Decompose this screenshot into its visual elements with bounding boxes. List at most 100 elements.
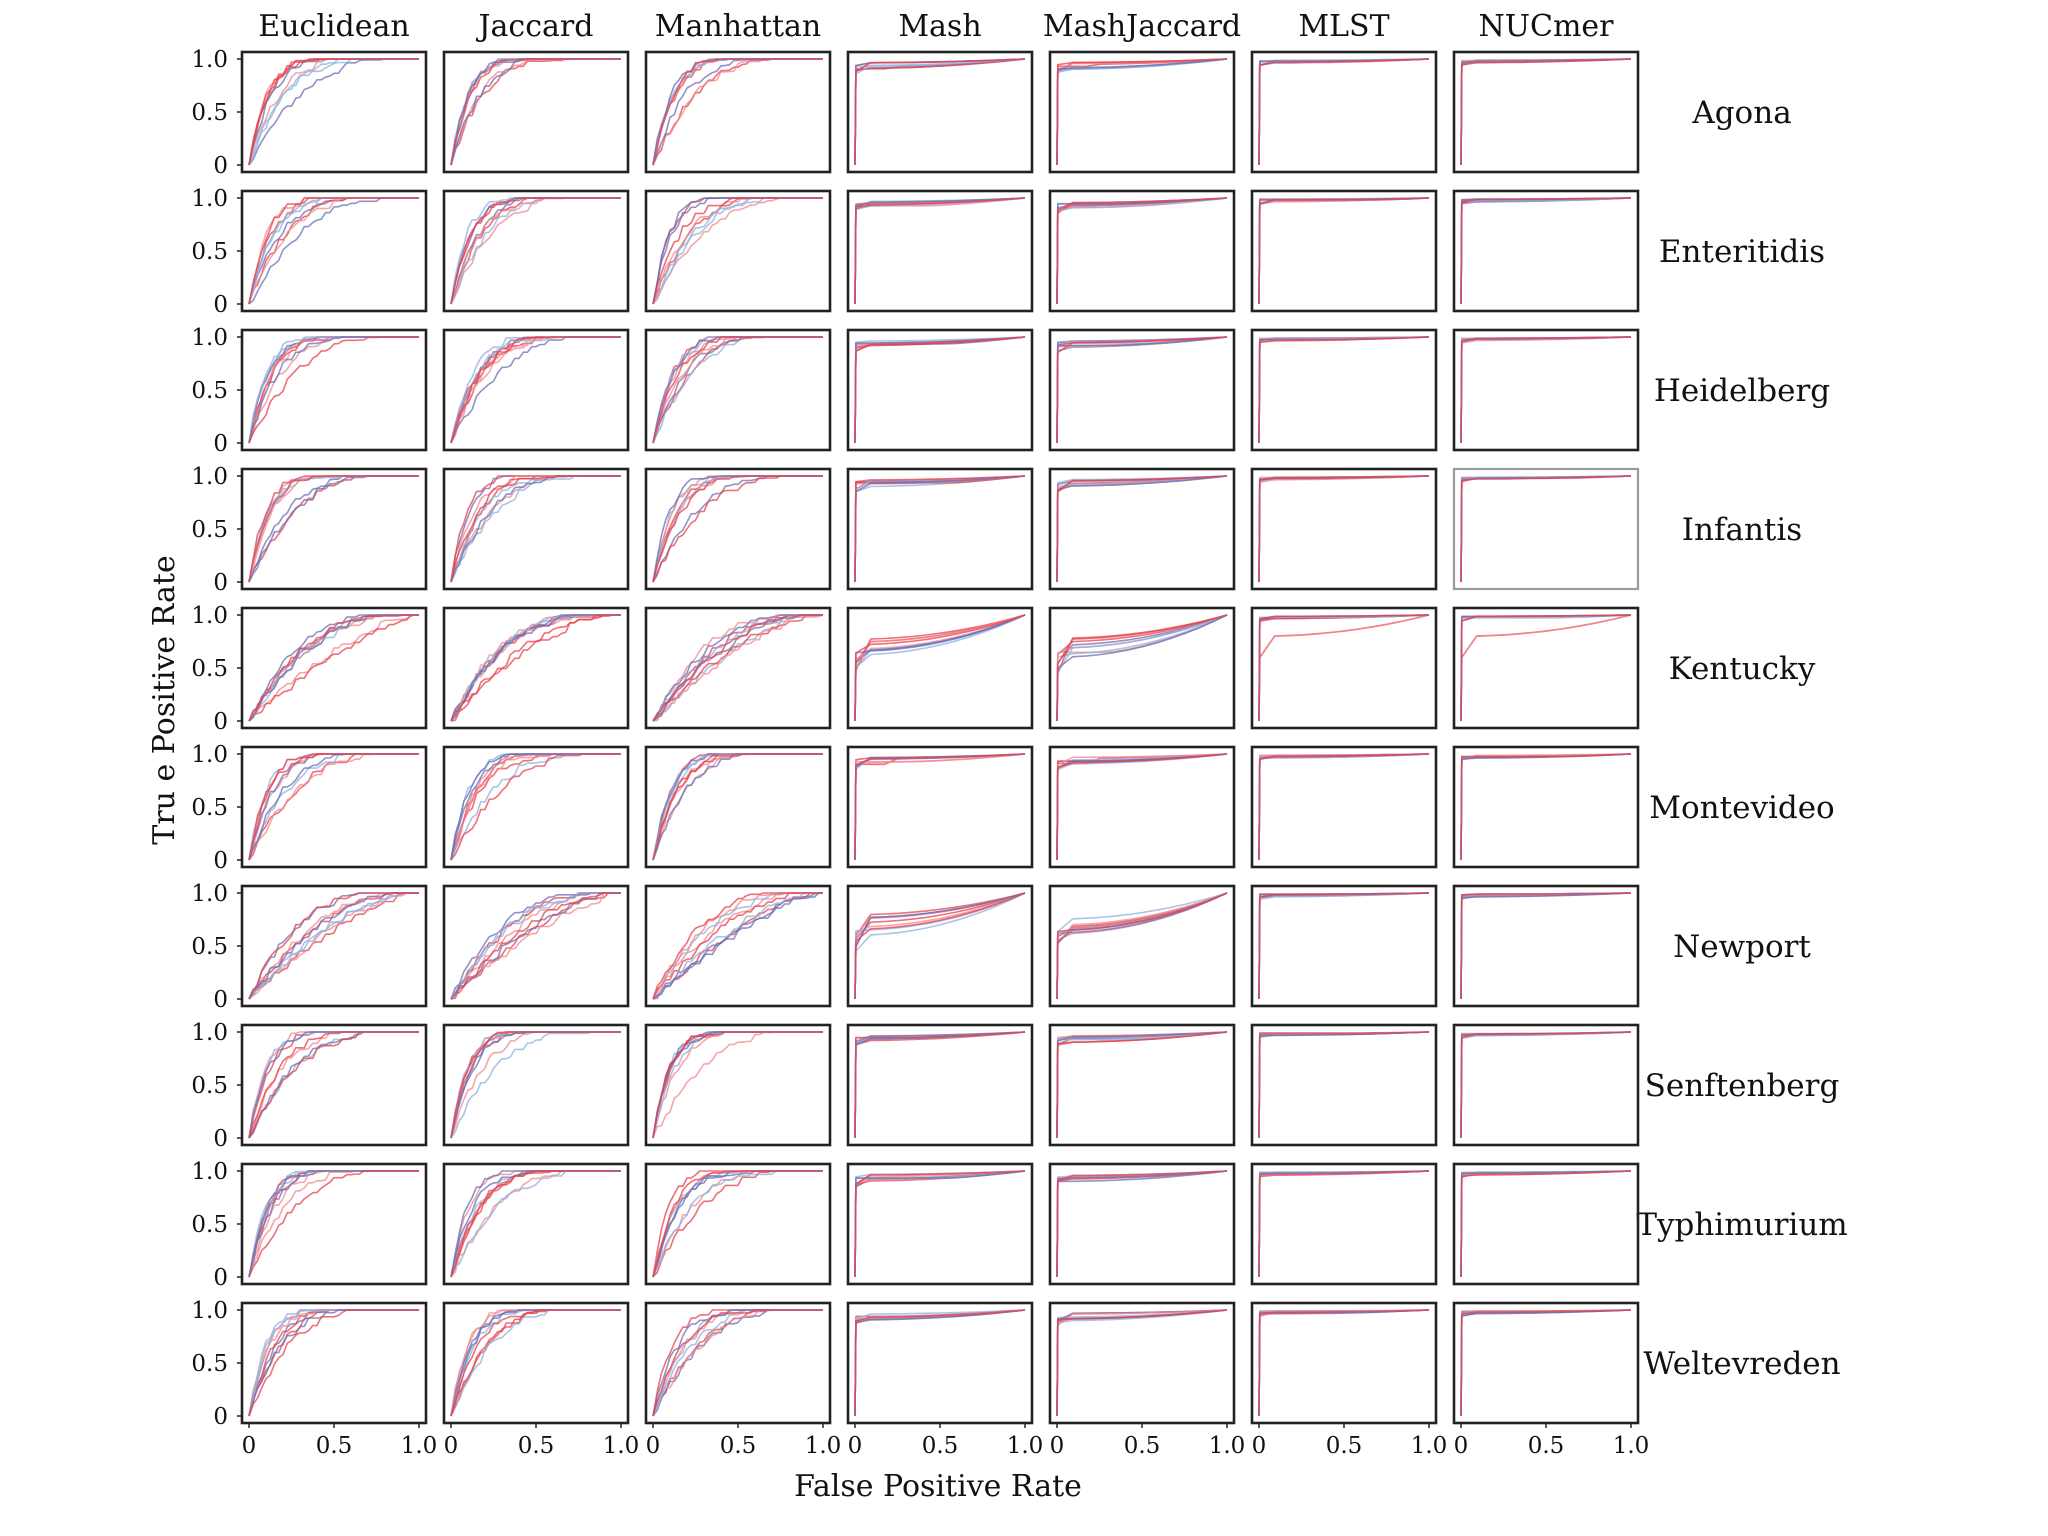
roc-curve (1460, 475, 1632, 583)
roc-curve (1056, 1309, 1228, 1417)
roc-curve (1258, 753, 1430, 861)
roc-curve (1258, 1170, 1430, 1278)
panel-typhimurium-mashjaccard (1048, 1162, 1236, 1286)
roc-curve (652, 475, 823, 583)
panel-montevideo-mash (846, 745, 1034, 869)
panel-heidelberg-euclidean (240, 328, 428, 452)
roc-curve (1056, 614, 1228, 722)
roc-curve (1460, 753, 1632, 861)
panel-frame (1250, 1162, 1438, 1286)
roc-curve (248, 1309, 419, 1417)
roc-curve (1056, 1309, 1228, 1417)
roc-curve (854, 475, 1026, 583)
roc-curve (1056, 197, 1228, 305)
roc-curve (1056, 336, 1228, 444)
roc-curve (1258, 475, 1430, 583)
roc-curve (1258, 197, 1430, 305)
roc-curve (1056, 614, 1228, 722)
roc-curve (854, 753, 1026, 861)
panel-frame (1250, 328, 1438, 452)
roc-curve (854, 336, 1026, 444)
roc-curve (1258, 197, 1430, 305)
panel-enteritidis-euclidean (240, 189, 428, 313)
roc-curve (854, 892, 1026, 1000)
roc-curve (1258, 1031, 1430, 1139)
roc-curve (652, 753, 823, 861)
y-axis-title: Tru e Positive Rate (147, 555, 182, 844)
panel-frame (1048, 745, 1236, 869)
y-tick-label: 1.0 (191, 603, 228, 629)
roc-curve (854, 1031, 1026, 1139)
roc-curve (1258, 1170, 1430, 1278)
roc-curve (450, 58, 621, 166)
roc-curve (248, 892, 419, 1000)
roc-curve (1056, 1170, 1228, 1278)
roc-curve (1056, 197, 1228, 305)
panel-newport-jaccard (442, 884, 630, 1008)
roc-curve (652, 614, 823, 722)
panel-frame (1452, 1301, 1640, 1425)
panel-senftenberg-manhattan (644, 1023, 832, 1147)
roc-curve (1258, 892, 1430, 1000)
roc-curve (1056, 1031, 1228, 1139)
panel-senftenberg-mlst (1250, 1023, 1438, 1147)
roc-curve (1460, 1031, 1632, 1139)
roc-curve (450, 58, 621, 166)
panel-typhimurium-mash (846, 1162, 1034, 1286)
roc-curve (652, 475, 823, 583)
roc-curve (1056, 197, 1228, 305)
panel-enteritidis-mlst (1250, 189, 1438, 313)
roc-curve (652, 753, 823, 861)
roc-curve (1258, 197, 1430, 305)
panel-typhimurium-jaccard (442, 1162, 630, 1286)
roc-curve (248, 1170, 419, 1278)
x-tick-label: 0.5 (1326, 1433, 1363, 1459)
panel-frame (1452, 467, 1640, 591)
y-tick-label: 0.5 (191, 239, 228, 265)
x-tick-label: 1.0 (805, 1433, 842, 1459)
roc-curve (652, 58, 823, 166)
panel-frame (644, 884, 832, 1008)
roc-curve (1460, 1031, 1632, 1139)
roc-curve (248, 475, 419, 583)
roc-curve (248, 1170, 419, 1278)
panel-enteritidis-nucmer (1452, 189, 1640, 313)
roc-curve (450, 336, 621, 444)
roc-curve (854, 614, 1026, 722)
roc-curve (652, 1309, 823, 1417)
roc-curve (450, 336, 621, 444)
panel-senftenberg-euclidean (240, 1023, 428, 1147)
roc-curve (450, 1031, 621, 1139)
row-label-kentucky: Kentucky (1669, 651, 1816, 687)
roc-curve (854, 892, 1026, 1000)
roc-curve (450, 1309, 621, 1417)
roc-curve (248, 1170, 419, 1278)
roc-curve (1460, 197, 1632, 305)
roc-curve (854, 1309, 1026, 1417)
roc-curve (652, 1170, 823, 1278)
roc-curve (248, 58, 419, 166)
roc-curve (1460, 1031, 1632, 1139)
roc-curve (652, 1309, 823, 1417)
roc-curve (1460, 336, 1632, 444)
panel-frame (1452, 50, 1640, 174)
roc-curve (450, 614, 621, 722)
roc-curve (1258, 1309, 1430, 1417)
roc-curve (652, 1170, 823, 1278)
roc-curve (652, 753, 823, 861)
panel-newport-mash (846, 884, 1034, 1008)
roc-curve (1056, 1031, 1228, 1139)
roc-curve (652, 614, 823, 722)
roc-curve (1460, 1031, 1632, 1139)
roc-curve (1056, 1170, 1228, 1278)
roc-curve (1460, 475, 1632, 583)
roc-curve (1258, 1031, 1430, 1139)
panel-frame (1452, 189, 1640, 313)
panel-frame (1048, 50, 1236, 174)
panel-frame (240, 189, 428, 313)
y-tick-label: 0.5 (191, 656, 228, 682)
roc-curve (1258, 58, 1430, 166)
panel-senftenberg-mashjaccard (1048, 1023, 1236, 1147)
roc-curve (248, 336, 419, 444)
x-tick-label: 1.0 (401, 1433, 438, 1459)
